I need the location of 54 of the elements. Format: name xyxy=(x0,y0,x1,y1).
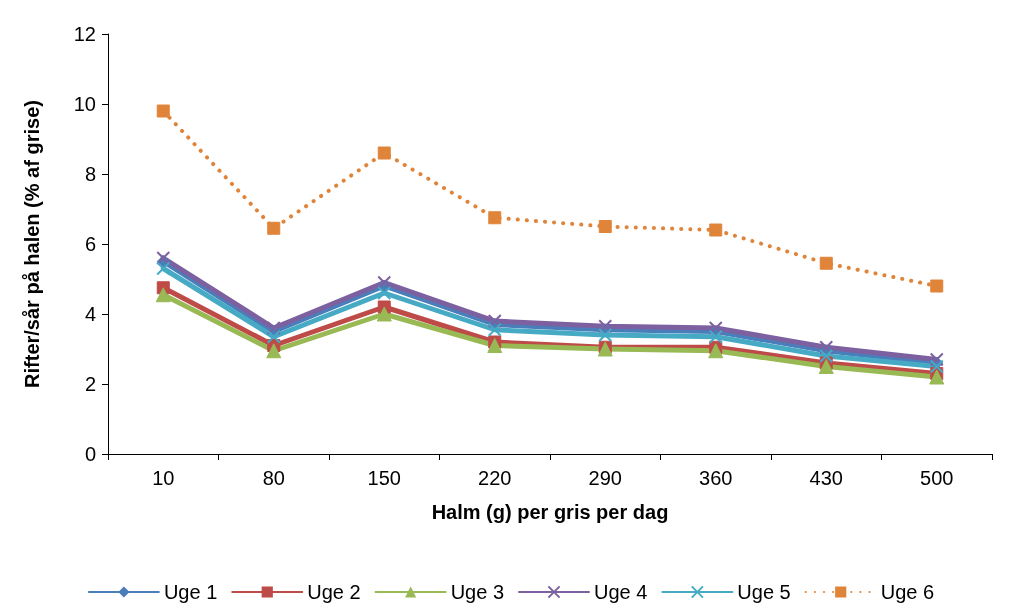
y-tick-label: 4 xyxy=(84,303,96,325)
x-tick-label: 80 xyxy=(262,467,285,489)
y-tick-label: 10 xyxy=(73,93,96,115)
point xyxy=(156,251,171,265)
point xyxy=(488,211,502,225)
x-tick-label: 500 xyxy=(920,467,954,489)
y-tick-label: 6 xyxy=(84,233,96,255)
x-tick-label: 290 xyxy=(588,467,622,489)
x-tick-label: 150 xyxy=(367,467,401,489)
point xyxy=(708,321,723,335)
point xyxy=(487,314,502,328)
point xyxy=(487,322,502,337)
legend-label: Uge 2 xyxy=(307,581,361,603)
y-tick-label: 2 xyxy=(84,373,96,395)
point xyxy=(819,340,834,355)
point xyxy=(598,319,613,334)
point xyxy=(155,287,171,303)
point xyxy=(377,146,391,160)
point xyxy=(929,369,945,385)
point xyxy=(929,359,944,374)
legend-label: Uge 1 xyxy=(163,581,218,603)
point xyxy=(819,256,833,270)
y-tick-label: 0 xyxy=(84,443,96,465)
point xyxy=(487,338,503,353)
x-axis-title: Halm (g) per gris per dag xyxy=(431,501,669,523)
point xyxy=(598,328,613,342)
y-tick-label: 12 xyxy=(73,23,96,45)
point xyxy=(929,352,944,367)
point xyxy=(267,221,281,235)
y-tick-label: 8 xyxy=(84,163,96,185)
point xyxy=(818,359,834,374)
point xyxy=(266,329,281,344)
point xyxy=(156,104,170,118)
point xyxy=(708,329,723,344)
point xyxy=(819,349,834,363)
x-tick-label: 10 xyxy=(152,467,175,489)
point xyxy=(376,306,392,322)
point xyxy=(598,220,612,233)
x-tick-label: 430 xyxy=(809,467,843,489)
point xyxy=(156,261,171,276)
x-tick-label: 360 xyxy=(699,467,733,489)
point xyxy=(709,223,723,237)
legend-label: Uge 6 xyxy=(880,581,935,603)
y-axis-title: Rifter/sår på halen (% af grise) xyxy=(21,100,43,388)
legend-label: Uge 3 xyxy=(450,581,505,603)
point xyxy=(266,343,282,359)
point xyxy=(266,321,281,335)
legend-label: Uge 5 xyxy=(737,581,791,603)
legend-label: Uge 4 xyxy=(594,581,648,603)
point xyxy=(377,275,392,290)
point xyxy=(708,343,724,359)
x-tick-label: 220 xyxy=(478,467,512,489)
point xyxy=(377,286,392,300)
point xyxy=(930,279,944,293)
